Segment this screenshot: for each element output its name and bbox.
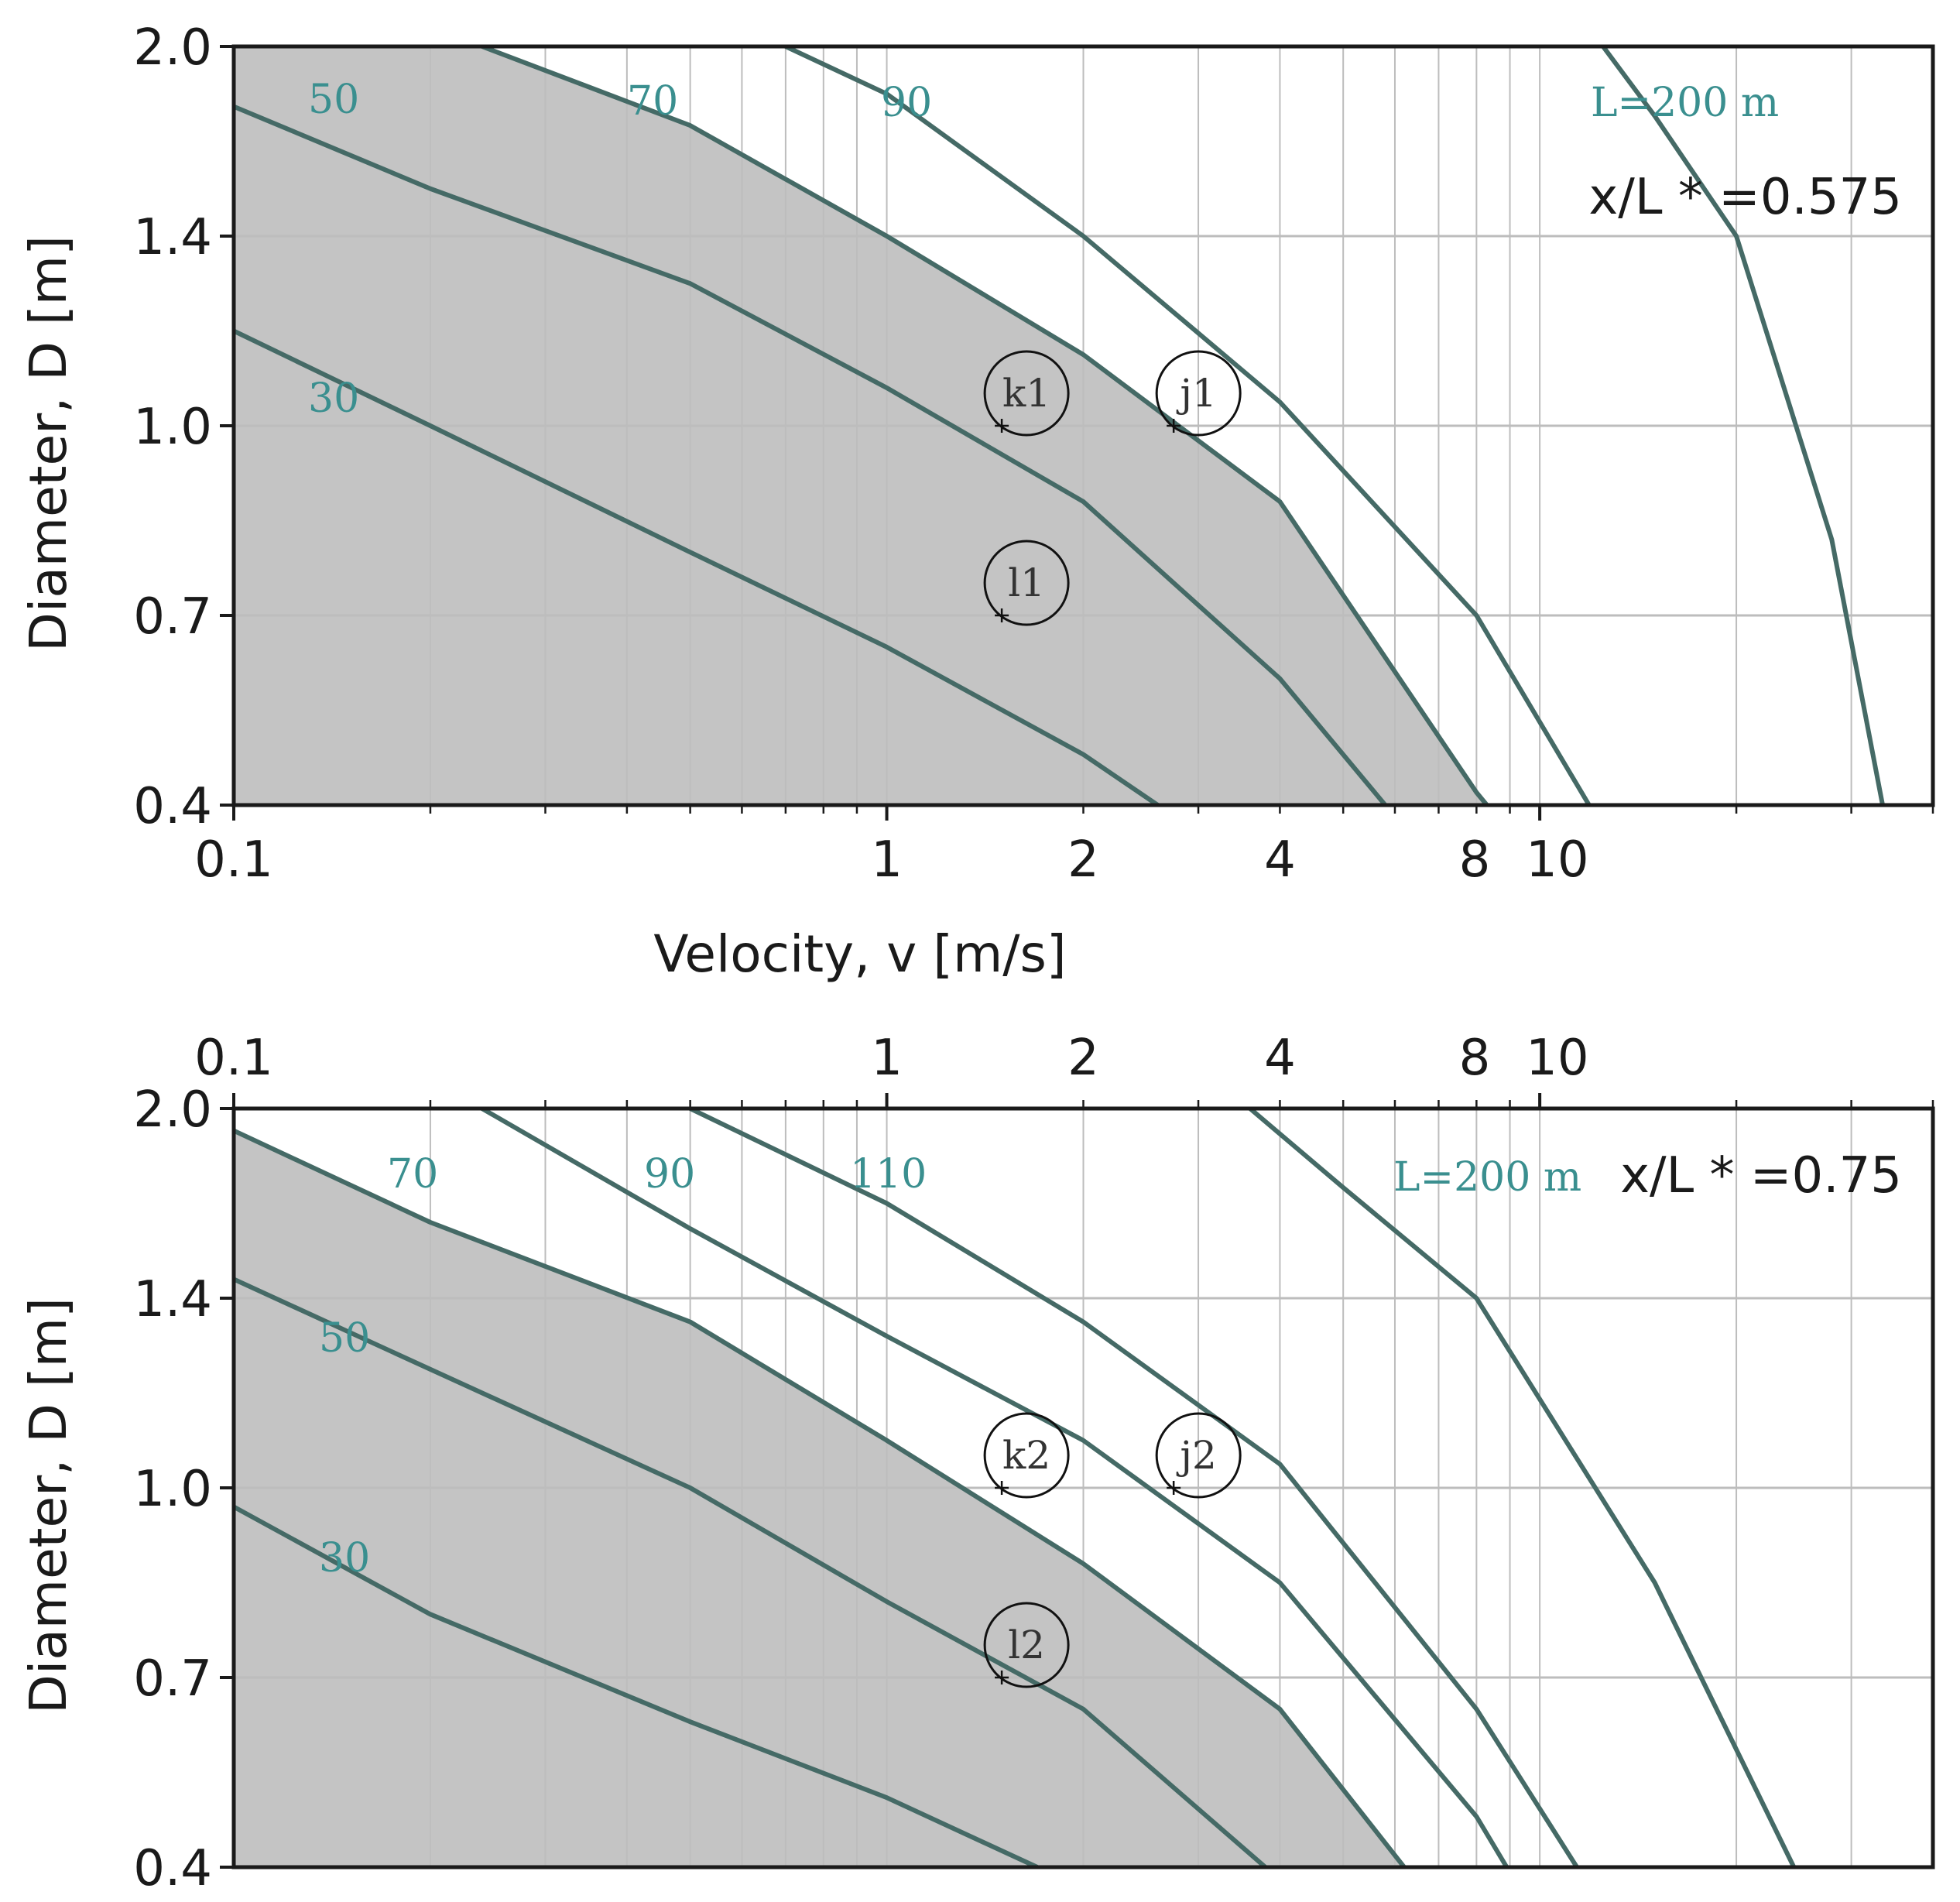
series-label-L-200-m: L=200 m: [1591, 80, 1779, 126]
y-tick-label: 0.4: [133, 1840, 212, 1897]
series-label-50: 50: [319, 1315, 370, 1362]
x-tick-label: 10: [1526, 1030, 1588, 1087]
y-axis-title: Diameter, D [m]: [19, 1297, 78, 1714]
y-axis-title: Diameter, D [m]: [19, 235, 78, 652]
point-label-k2: k2: [1002, 1433, 1050, 1478]
grid: [234, 46, 1933, 805]
series-line-90: [784, 46, 1592, 805]
x-tick-label: 2: [1067, 1030, 1099, 1087]
y-tick-label: 1.0: [133, 399, 212, 456]
x-tick-label: 10: [1526, 831, 1588, 889]
y-tick-label: 0.7: [133, 1650, 212, 1708]
point-label-l1: l1: [1008, 560, 1045, 605]
series-line-50: [234, 1277, 1267, 1867]
curves: [234, 1109, 1797, 1867]
panel-annotation: x/L * =0.575: [1588, 169, 1902, 226]
point-label-k1: k1: [1002, 371, 1050, 416]
series-line-30: [234, 328, 1160, 805]
y-tick-label: 2.0: [133, 19, 212, 77]
panel-annotation: x/L * =0.75: [1620, 1147, 1902, 1205]
x-axis-title: Velocity, v [m/s]: [653, 924, 1066, 984]
series-line-L-200-m: [1601, 46, 1885, 805]
series-label-30: 30: [308, 375, 359, 422]
series-line-70: [481, 46, 1489, 805]
series-line-90: [481, 1109, 1509, 1867]
series-label-70: 70: [627, 78, 678, 125]
x-tick-label: 8: [1459, 1030, 1491, 1087]
x-tick-label: 4: [1264, 831, 1296, 889]
series-line-70: [234, 1128, 1407, 1867]
x-tick-label: 0.1: [194, 1030, 273, 1087]
point-circle-l2: [983, 1602, 1070, 1688]
series-line-L-200-m: [1248, 1109, 1797, 1867]
series-label-70: 70: [387, 1151, 438, 1198]
point-circle-j2: [1155, 1412, 1242, 1499]
point-label-j1: j1: [1177, 371, 1217, 416]
point-label-l2: l2: [1008, 1623, 1045, 1667]
x-tick-label: 2: [1067, 831, 1099, 889]
y-tick-label: 1.0: [133, 1461, 212, 1518]
series-label-90: 90: [644, 1151, 695, 1198]
series-label-30: 30: [319, 1535, 370, 1582]
x-tick-label: 0.1: [194, 831, 273, 889]
point-circle-j1: [1155, 350, 1242, 437]
series-line-50: [234, 104, 1387, 805]
point-circle-l1: [983, 540, 1070, 626]
point-label-j2: j2: [1177, 1433, 1217, 1478]
curves: [234, 46, 1885, 805]
y-tick-label: 0.7: [133, 588, 212, 646]
x-tick-label: 8: [1459, 831, 1491, 889]
series-label-90: 90: [881, 80, 932, 126]
y-tick-label: 1.4: [133, 1271, 212, 1328]
x-tick-label: 1: [871, 831, 903, 889]
series-label-L-200-m: L=200 m: [1393, 1154, 1581, 1201]
point-circle-k2: [983, 1412, 1070, 1499]
series-label-50: 50: [308, 77, 359, 123]
point-circle-k1: [983, 350, 1070, 437]
series-label-110: 110: [850, 1151, 927, 1198]
y-tick-label: 2.0: [133, 1081, 212, 1139]
series-line-30: [234, 1504, 1039, 1867]
y-tick-label: 1.4: [133, 209, 212, 266]
x-tick-label: 1: [871, 1030, 903, 1087]
x-tick-label: 4: [1264, 1030, 1296, 1087]
y-tick-label: 0.4: [133, 778, 212, 835]
chart-panel-1: 30 50 70 90 L=200 m k1 j1 l1 0.4 0.7 1.0 1.4 2.0 0.1 1…: [19, 19, 1935, 984]
grid: [234, 1109, 1933, 1867]
series-line-110: [689, 1109, 1579, 1867]
